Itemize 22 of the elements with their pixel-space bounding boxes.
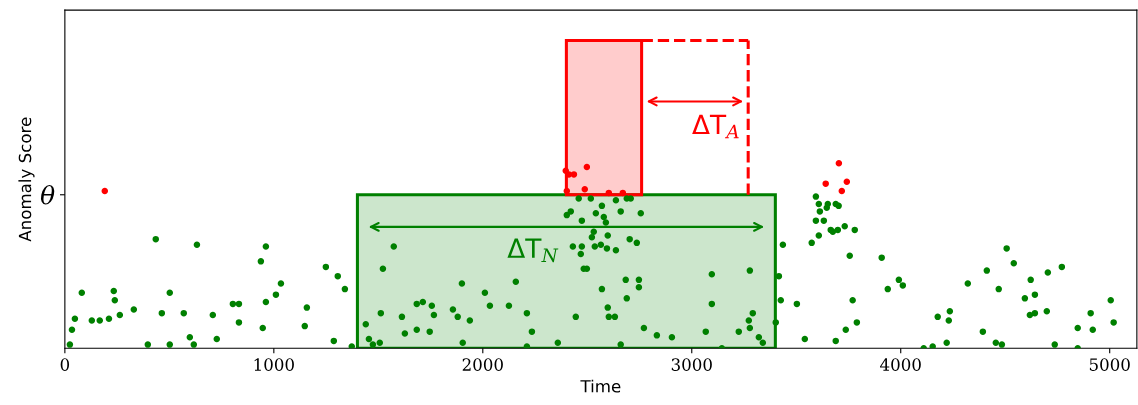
y-axis-title: Anomaly Score <box>18 117 35 242</box>
point <box>101 187 109 195</box>
x-tick-label: 2000 <box>462 358 503 371</box>
band-label: ΔT$_{N}$ <box>507 238 559 263</box>
point <box>822 180 829 187</box>
point <box>838 187 846 195</box>
ref-line-label: θ <box>40 185 55 205</box>
x-tick-label: 4000 <box>880 358 921 371</box>
point <box>843 178 851 186</box>
point <box>563 187 571 195</box>
point <box>570 171 578 178</box>
x-tick-label: 1000 <box>254 358 294 371</box>
point <box>581 185 589 193</box>
point <box>605 189 613 197</box>
x-axis-title: Time <box>580 379 621 393</box>
x-tick-label: 5000 <box>1089 358 1130 371</box>
point <box>619 189 627 197</box>
ref-line-label: ΔT$_{A}$ <box>692 114 739 139</box>
x-tick-label: 0 <box>60 358 70 371</box>
point <box>583 163 591 171</box>
x-tick-label: 3000 <box>671 358 712 371</box>
point <box>835 160 843 167</box>
